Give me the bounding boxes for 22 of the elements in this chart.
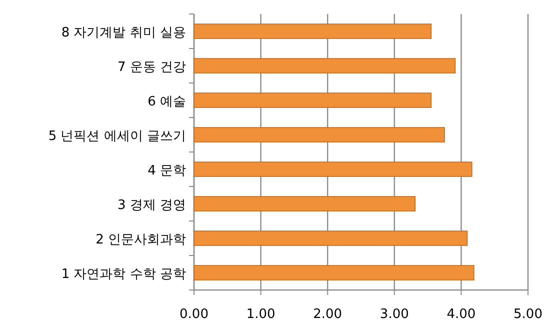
y-tick-label: 1 자연과학 수학 공학 [61, 266, 186, 282]
y-tick-label: 3 경제 경영 [117, 198, 186, 213]
x-tick-label: 3.00 [380, 307, 409, 322]
bar [194, 127, 445, 142]
bar [194, 24, 432, 39]
x-tick-label: 0.00 [180, 307, 208, 322]
bar [194, 162, 472, 177]
y-tick-label: 2 인문사회과학 [96, 232, 186, 248]
bar [194, 196, 416, 212]
bar [194, 265, 474, 280]
x-tick-label: 4.00 [446, 307, 476, 322]
bar [194, 92, 432, 108]
y-tick-label: 4 문학 [148, 163, 186, 178]
y-tick-label: 7 운동 건강 [117, 60, 186, 75]
bar [194, 58, 456, 74]
y-tick-label: 8 자기계발 취미 실용 [61, 25, 186, 40]
x-tick-label: 2.00 [313, 307, 342, 322]
y-tick-label: 6 예술 [148, 94, 186, 110]
x-tick-label: 1.00 [246, 307, 276, 322]
y-tick-label: 5 넌픽션 에세이 글쓰기 [48, 128, 186, 144]
bar [194, 230, 468, 246]
x-tick-label: 5.00 [514, 307, 542, 322]
